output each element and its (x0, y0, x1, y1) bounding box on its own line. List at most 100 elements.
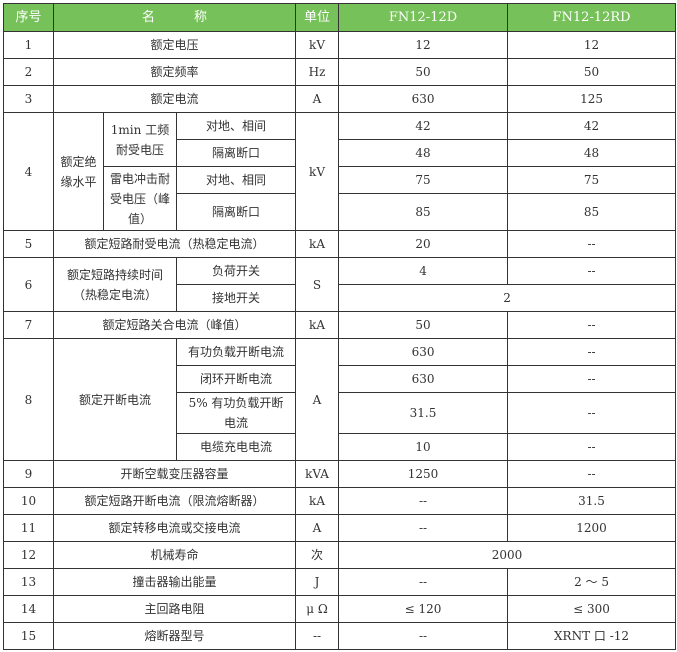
table-row: 7 额定短路关合电流（峰值） kA 50 -- (3, 311, 677, 339)
header-unit: 单位 (295, 3, 340, 32)
cell-no: 4 (3, 112, 54, 231)
cell-d: 10 (338, 433, 509, 461)
cell-rd: -- (507, 338, 677, 366)
cell-rd: XRNT 口 -12 (507, 622, 677, 650)
cell-no: 8 (3, 338, 54, 461)
table-row: 3 额定电流 A 630 125 (3, 85, 677, 113)
cell-unit: S (295, 257, 340, 312)
cell-d: 630 (338, 365, 509, 393)
cell-rd: 12 (507, 31, 677, 59)
header-row: 序号 名 称 单位 FN12-12D FN12-12RD (3, 3, 677, 32)
table-row: 1 额定电压 kV 12 12 (3, 31, 677, 59)
cell-no: 7 (3, 311, 54, 339)
cell-d: 20 (338, 230, 509, 258)
table-row: 4 额定绝缘水平 1min 工频耐受电压 对地、相间 kV 42 42 (3, 112, 677, 231)
cell-name: 额定短路关合电流（峰值） (52, 311, 297, 339)
cell-d: -- (338, 487, 509, 515)
cell-no: 13 (3, 568, 54, 596)
cell-no: 14 (3, 595, 54, 623)
cell-name: 额定频率 (52, 58, 297, 86)
cell-d: 50 (338, 311, 509, 339)
cell-rd: 31.5 (507, 487, 677, 515)
cell-sub2: 隔离断口 (175, 193, 297, 231)
cell-sub2: 隔离断口 (175, 139, 297, 167)
cell-unit: kVA (295, 460, 340, 488)
table-row: 13 撞击器输出能量 J -- 2 ～ 5 (3, 568, 677, 596)
cell-rd: 42 (507, 112, 677, 140)
table-row: 12 机械寿命次 2000 (3, 541, 677, 569)
cell-unit: kA (295, 487, 340, 515)
cell-sub2: 对地、相间 (175, 112, 297, 140)
cell-unit: A (295, 338, 340, 461)
cell-merged: 2000 (338, 541, 677, 569)
table-row: 接地开关 2 (4, 284, 677, 312)
cell-d: ≤ 120 (338, 595, 509, 623)
cell-no: 6 (3, 257, 54, 312)
cell-unit: A (295, 514, 340, 542)
table-row: 10 额定短路开断电流（限流熔断器） kA -- 31.5 (3, 487, 677, 515)
cell-unit: 次 (295, 541, 340, 569)
cell-name: 机械寿命 (52, 541, 297, 569)
table-row: 14 主回路电阻 μ Ω ≤ 120 ≤ 300 (3, 595, 677, 623)
cell-d: 1250 (338, 460, 509, 488)
cell-d: 85 (338, 193, 509, 231)
header-no: 序号 (3, 3, 54, 32)
cell-name: 额定短路持续时间（热稳定电流） (53, 257, 177, 312)
table-row: 隔离断口 85 85 (4, 193, 677, 231)
cell-sub2: 负荷开关 (175, 257, 297, 285)
cell-d: 31.5 (338, 392, 509, 434)
table-row: 9 开断空载变压器容量 kVA 1250 -- (3, 460, 677, 488)
cell-name: 开断空载变压器容量 (52, 460, 297, 488)
cell-no: 5 (3, 230, 54, 258)
cell-d: 42 (338, 112, 509, 140)
cell-rd: -- (507, 433, 677, 461)
cell-rd: 85 (507, 193, 677, 231)
cell-name: 额定短路耐受电流（热稳定电流） (52, 230, 297, 258)
cell-d: 75 (338, 166, 509, 194)
table-row: 5% 有功负载开断电流 31.5 -- (4, 392, 677, 434)
cell-d: 4 (338, 257, 509, 285)
cell-sub2: 有功负载开断电流 (175, 338, 297, 366)
cell-d: 630 (338, 85, 509, 113)
cell-d: -- (338, 568, 509, 596)
cell-unit: A (295, 85, 340, 113)
cell-name: 额定开断电流 (53, 338, 177, 461)
table-row: 2 额定频率 Hz 50 50 (3, 58, 677, 86)
cell-sub2: 电缆充电电流 (175, 433, 297, 461)
cell-rd: -- (507, 460, 677, 488)
cell-sub: 雷电冲击耐受电压（峰值） (103, 166, 177, 231)
cell-merged: 2 (338, 284, 677, 312)
cell-no: 10 (3, 487, 54, 515)
header-fn12-12d: FN12-12D (338, 3, 509, 32)
table-row: 5 额定短路耐受电流（热稳定电流） kA 20 -- (3, 230, 677, 258)
cell-sub2: 闭环开断电流 (175, 365, 297, 393)
table-row: 雷电冲击耐受电压（峰值） 对地、相同 75 75 (4, 166, 677, 231)
cell-sub2: 接地开关 (175, 284, 297, 312)
table-row: 闭环开断电流 630 -- (4, 365, 677, 393)
cell-rd: -- (507, 257, 677, 285)
cell-rd: -- (507, 230, 677, 258)
cell-unit: kA (295, 311, 340, 339)
cell-unit: kV (295, 112, 340, 231)
cell-rd: 48 (507, 139, 677, 167)
table-row: 电缆充电电流 10 -- (4, 433, 677, 461)
cell-rd: ≤ 300 (507, 595, 677, 623)
cell-d: 50 (338, 58, 509, 86)
table-row: 15 熔断器型号 -- -- XRNT 口 -12 (3, 622, 677, 650)
cell-rd: -- (507, 365, 677, 393)
cell-sub2: 对地、相同 (175, 166, 297, 194)
cell-rd: 75 (507, 166, 677, 194)
spec-table: 序号 名 称 单位 FN12-12D FN12-12RD 1 额定电压 kV 12 12… (3, 3, 677, 650)
cell-no: 1 (3, 31, 54, 59)
table-row: 11 额定转移电流或交接电流 A -- 1200 (3, 514, 677, 542)
cell-unit: kV (295, 31, 340, 59)
cell-name: 额定电流 (52, 85, 297, 113)
cell-rd: 125 (507, 85, 677, 113)
cell-unit: kA (295, 230, 340, 258)
table-row: 8 额定开断电流 有功负载开断电流 A 630 -- (3, 338, 677, 461)
cell-unit: μ Ω (295, 595, 340, 623)
header-name: 名 称 (52, 3, 297, 32)
cell-name: 额定短路开断电流（限流熔断器） (52, 487, 297, 515)
cell-d: 630 (338, 338, 509, 366)
cell-rd: -- (507, 311, 677, 339)
